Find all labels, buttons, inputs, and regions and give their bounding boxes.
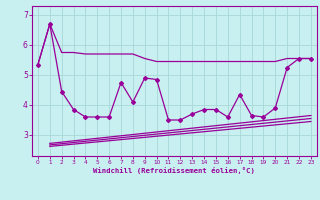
X-axis label: Windchill (Refroidissement éolien,°C): Windchill (Refroidissement éolien,°C) bbox=[93, 167, 255, 174]
